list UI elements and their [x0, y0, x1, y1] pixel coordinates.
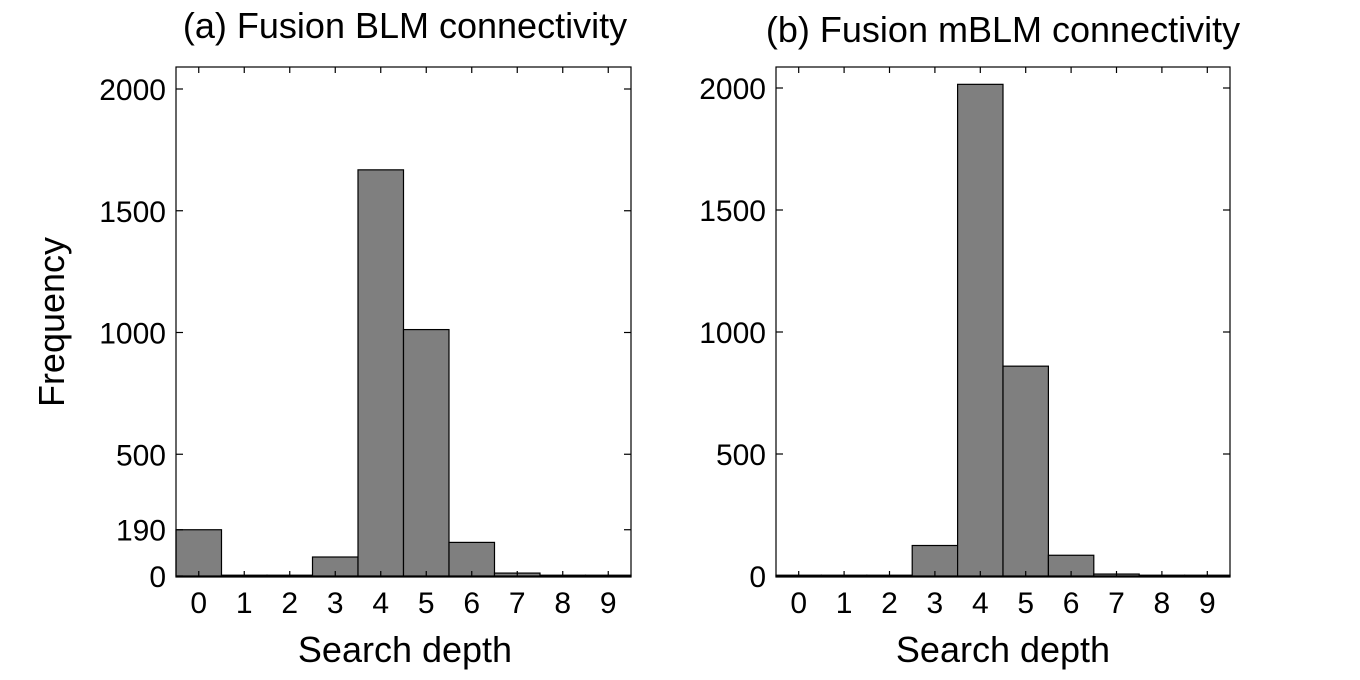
panel-a-bar-5	[402, 328, 450, 577]
panel-a-x-tick-label: 3	[327, 587, 344, 620]
panel-a-x-tick-label: 8	[554, 587, 571, 620]
panel-b-bars	[775, 83, 1231, 577]
panel-a-y-tick-label: 500	[116, 439, 166, 472]
panel-a-bar-0	[175, 529, 223, 577]
panel-b-x-tick-label: 7	[1108, 587, 1125, 620]
panel-a-x-tick-label: 5	[418, 587, 435, 620]
panel-a-x-tick-label: 0	[190, 587, 207, 620]
panel-b-title: (b) Fusion mBLM connectivity	[766, 9, 1240, 50]
panel-a-bar-4	[357, 169, 405, 577]
panel-b-x-tick-label: 4	[972, 587, 989, 620]
panel-a-x-tick-label: 4	[372, 587, 389, 620]
panel-b: (b) Fusion mBLM connectivity 0 1 2 3 4 5 6 7 8 90…	[699, 9, 1240, 670]
panel-b-bar-4	[956, 83, 1004, 577]
panel-a-axes-frame	[175, 66, 632, 578]
panel-a-x-tick-label: 7	[509, 587, 526, 620]
panel-b-y-tick-label: 0	[749, 561, 766, 594]
panel-a-x-tick-label: 9	[600, 587, 617, 620]
panel-a-y-axis-label: Frequency	[31, 237, 72, 407]
panel-b-x-tick-label: 6	[1063, 587, 1080, 620]
panel-b-x-tick-label: 9	[1199, 587, 1216, 620]
panel-b-y-tick-label: 500	[716, 439, 766, 472]
panel-b-x-tick-label: 5	[1017, 587, 1034, 620]
panel-b-x-tick-label: 3	[927, 587, 944, 620]
panel-a-y-tick-label: 1500	[99, 196, 166, 229]
panel-a-x-tick-label: 1	[236, 587, 253, 620]
panel-b-x-tick-label: 8	[1154, 587, 1171, 620]
panel-a-y-tick-label: 190	[116, 515, 166, 548]
panel-b-axes-frame	[775, 66, 1231, 578]
panel-b-y-tick-label: 2000	[699, 73, 766, 106]
panel-a-x-axis-label: Search depth	[298, 629, 512, 670]
panel-b-x-tick-label: 1	[836, 587, 853, 620]
panel-a-bar-6	[448, 541, 496, 577]
panel-a: (a) Fusion BLM connectivity 0 1 2 3 4 5 6 7 8 901…	[31, 5, 632, 670]
panel-a-title: (a) Fusion BLM connectivity	[183, 5, 627, 46]
panel-b-x-tick-label: 0	[790, 587, 807, 620]
panel-a-y-tick-label: 2000	[99, 74, 166, 107]
panel-a-bars	[175, 169, 632, 577]
panel-a-x-tick-label: 2	[281, 587, 298, 620]
panel-b-x-tick-label: 2	[881, 587, 898, 620]
panel-b-bar-5	[1002, 365, 1050, 577]
panel-b-y-tick-label: 1000	[699, 317, 766, 350]
panel-a-y-tick-label: 1000	[99, 318, 166, 351]
panel-b-x-axis-label: Search depth	[896, 629, 1110, 670]
panel-a-y-tick-label: 0	[149, 561, 166, 594]
panel-b-y-tick-label: 1500	[699, 195, 766, 228]
panel-b-bar-3	[911, 544, 959, 577]
panel-a-x-tick-label: 6	[463, 587, 480, 620]
